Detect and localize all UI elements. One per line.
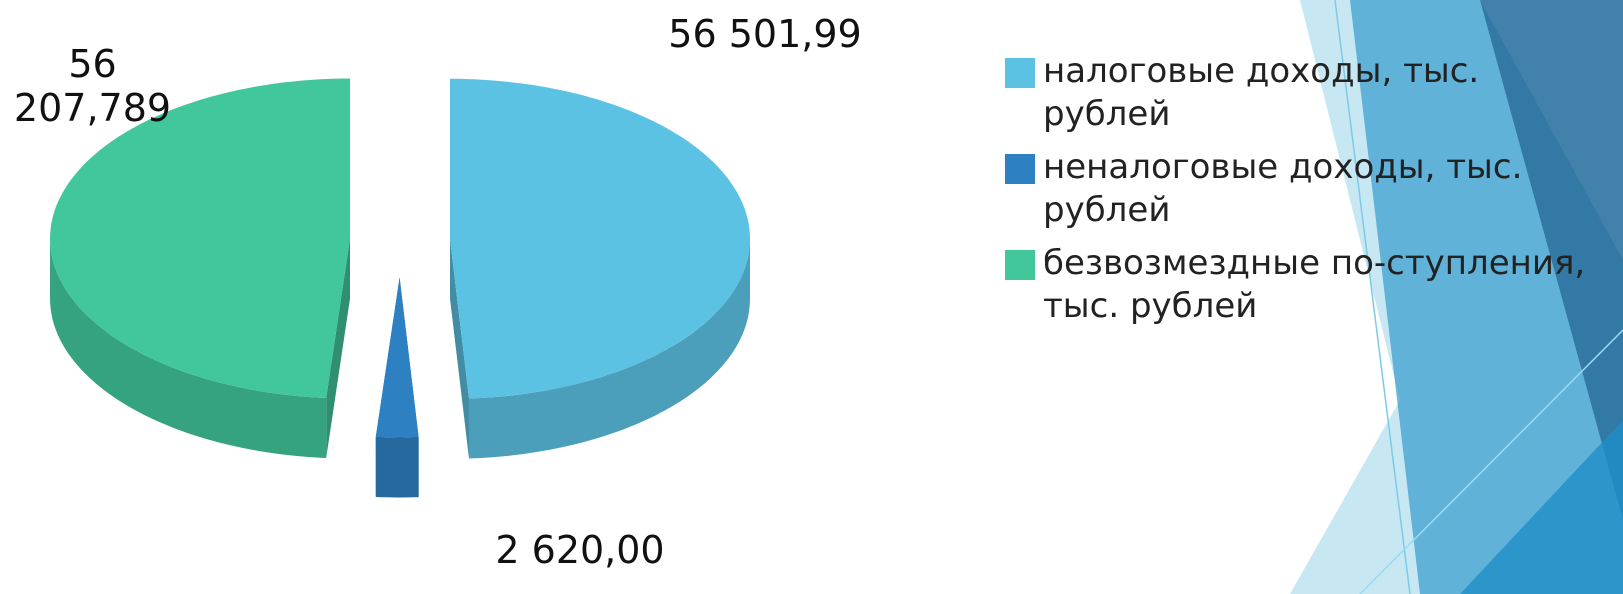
legend-item: неналоговые доходы, тыс. рублей (1005, 146, 1595, 232)
slice (375, 277, 419, 438)
background-decoration (1290, 0, 1623, 594)
legend: налоговые доходы, тыс. рублей неналоговые… (1005, 50, 1595, 338)
legend-item: налоговые доходы, тыс. рублей (1005, 50, 1595, 136)
slice (50, 78, 350, 398)
pie (50, 78, 750, 498)
slice-wall (375, 437, 419, 498)
legend-label: безвозмездные по-ступления, тыс. рублей (1043, 243, 1586, 326)
legend-swatch (1005, 154, 1035, 184)
legend-item: безвозмездные по-ступления, тыс. рублей (1005, 242, 1595, 328)
slice-wall (469, 238, 750, 459)
slice (450, 78, 750, 399)
legend-label: неналоговые доходы, тыс. рублей (1043, 147, 1523, 230)
slice-wall (50, 238, 327, 458)
legend-label: налоговые доходы, тыс. рублей (1043, 51, 1480, 134)
slice-side (326, 238, 350, 458)
data-label: 56 207,789 (13, 42, 172, 130)
slice-side (450, 238, 469, 459)
legend-swatch (1005, 58, 1035, 88)
data-label: 56 501,99 (668, 12, 862, 56)
data-label: 2 620,00 (495, 528, 665, 572)
legend-swatch (1005, 250, 1035, 280)
